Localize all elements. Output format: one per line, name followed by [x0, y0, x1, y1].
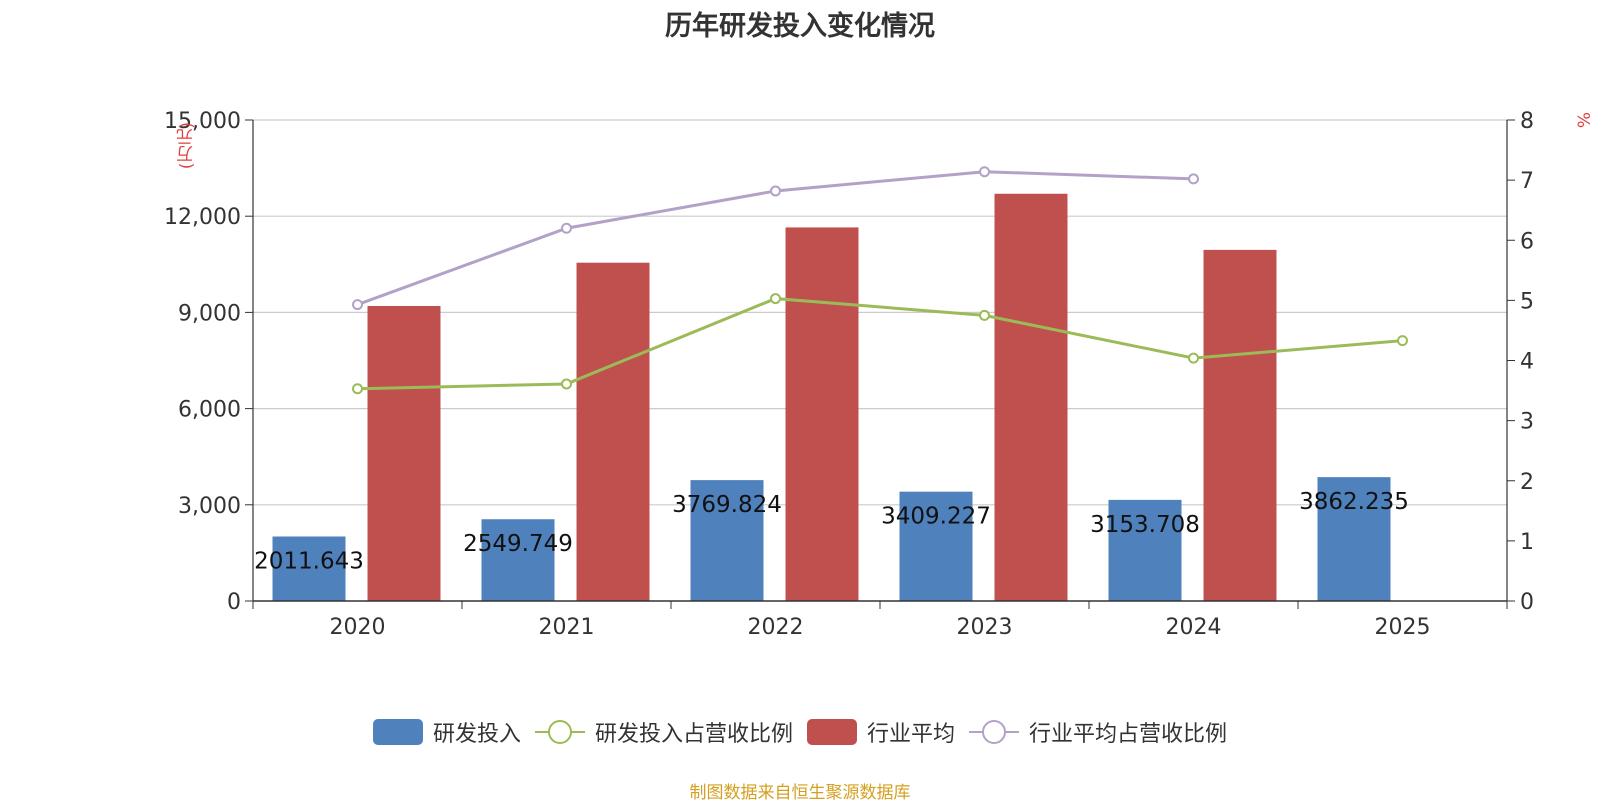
left-tick-label: 15,000 — [164, 109, 241, 134]
chart-legend: 研发投入 研发投入占营收比例 行业平均 行业平均占营收比例 — [0, 716, 1600, 748]
point-rd-ratio — [1397, 335, 1408, 347]
x-tick-label: 2022 — [748, 615, 804, 640]
right-tick-label: 8 — [1520, 109, 1534, 134]
bar-rd-investment — [272, 536, 346, 601]
x-tick-label: 2024 — [1166, 615, 1222, 640]
data-source-note: 制图数据来自恒生聚源数据库 — [689, 783, 911, 803]
point-industry-ratio — [770, 185, 781, 197]
bar-data-label: 3862.235 — [1299, 489, 1409, 515]
right-tick-label: 6 — [1520, 229, 1534, 254]
bar-rd-investment — [1108, 499, 1182, 601]
legend-bar-swatch-red — [807, 717, 857, 747]
left-tick-label: 12,000 — [164, 205, 241, 230]
left-tick-label: 9,000 — [178, 301, 241, 326]
x-tick-label: 2023 — [957, 615, 1013, 640]
bar-industry-average — [785, 227, 859, 601]
point-rd-ratio — [979, 309, 990, 321]
right-tick-label: 4 — [1520, 350, 1534, 375]
right-tick-label: 0 — [1520, 590, 1534, 615]
left-tick-label: 0 — [227, 590, 241, 615]
legend-line-swatch-green — [534, 717, 585, 747]
bar-industry-average — [1203, 249, 1277, 601]
line-rd-ratio — [357, 297, 1403, 391]
bar-rd-investment — [481, 519, 555, 601]
left-tick-label: 6,000 — [178, 398, 241, 423]
right-tick-label: 7 — [1520, 169, 1534, 194]
point-rd-ratio — [1188, 352, 1199, 364]
point-rd-ratio — [352, 383, 363, 395]
legend-label: 研发投入占营收比例 — [594, 722, 793, 747]
left-tick-label: 3,000 — [178, 494, 241, 519]
legend-label: 研发投入 — [432, 722, 521, 747]
bar-rd-investment — [899, 491, 973, 601]
legend-line-swatch-purple — [969, 717, 1020, 747]
bar-industry-average — [576, 262, 650, 601]
bar-data-label: 2011.643 — [254, 548, 364, 574]
bar-industry-average — [994, 193, 1068, 601]
point-industry-ratio — [561, 222, 572, 234]
point-rd-ratio — [770, 293, 781, 305]
legend-bar-swatch-blue — [372, 717, 423, 747]
point-industry-ratio — [979, 166, 990, 178]
point-industry-ratio — [1188, 173, 1199, 185]
right-tick-label: 5 — [1520, 289, 1534, 314]
left-axis-unit: (万元) — [177, 122, 197, 170]
bar-data-label: 3769.824 — [672, 492, 782, 518]
right-tick-label: 3 — [1520, 410, 1534, 435]
bar-data-label: 3153.708 — [1090, 512, 1200, 538]
x-tick-label: 2025 — [1375, 615, 1431, 640]
right-tick-label: 1 — [1520, 530, 1534, 555]
bar-data-label: 2549.749 — [463, 531, 573, 557]
x-tick-label: 2021 — [539, 615, 595, 640]
right-axis-unit: % — [1575, 112, 1595, 129]
legend-item-industry-ratio[interactable]: 行业平均占营收比例 — [969, 716, 1227, 748]
chart-title: 历年研发投入变化情况 — [665, 11, 935, 42]
right-tick-label: 2 — [1520, 470, 1534, 495]
legend-item-industry-avg[interactable]: 行业平均 — [807, 716, 955, 748]
legend-label: 行业平均占营收比例 — [1029, 722, 1228, 747]
legend-item-rd-investment[interactable]: 研发投入 — [372, 716, 521, 748]
x-tick-label: 2020 — [330, 615, 386, 640]
point-rd-ratio — [561, 378, 572, 390]
bar-industry-average — [367, 305, 441, 601]
bar-rd-investment — [690, 480, 764, 601]
legend-label: 行业平均 — [867, 722, 956, 747]
point-industry-ratio — [352, 299, 363, 311]
legend-item-rd-ratio[interactable]: 研发投入占营收比例 — [534, 716, 793, 748]
bar-rd-investment — [1317, 477, 1391, 601]
bar-data-label: 3409.227 — [881, 504, 991, 530]
